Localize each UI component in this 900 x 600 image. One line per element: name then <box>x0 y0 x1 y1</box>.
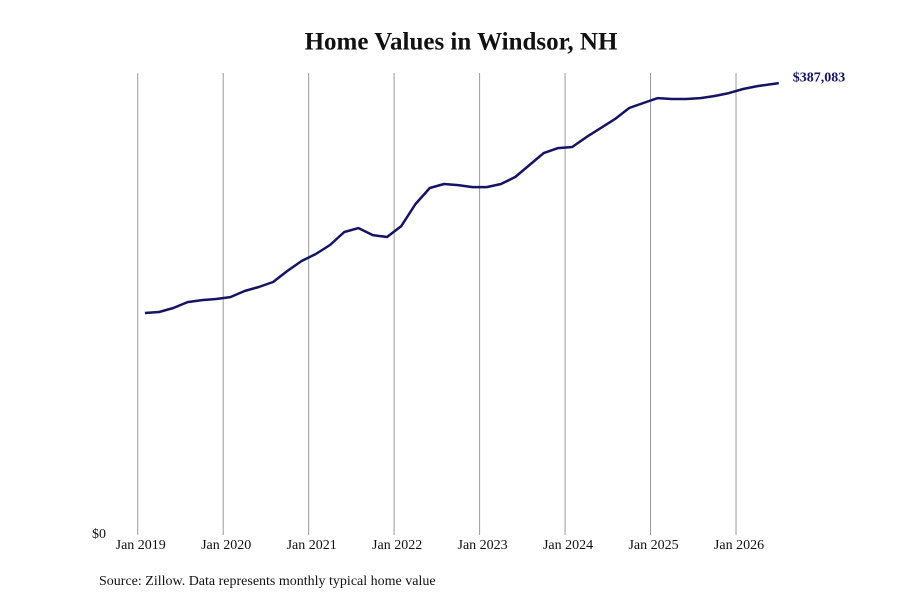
x-tick-label: Jan 2019 <box>116 538 166 553</box>
end-value-label: $387,083 <box>793 70 846 85</box>
x-tick-label: Jan 2020 <box>201 538 251 553</box>
y-tick-label: $0 <box>92 527 106 542</box>
chart-title: Home Values in Windsor, NH <box>305 29 618 56</box>
line-series <box>144 81 779 315</box>
x-tick-label: Jan 2024 <box>543 538 593 553</box>
x-tick-label: Jan 2023 <box>458 538 508 553</box>
source-note: Source: Zillow. Data represents monthly … <box>99 574 436 589</box>
x-tick-label: Jan 2022 <box>372 538 422 553</box>
x-tick-label: Jan 2021 <box>287 538 337 553</box>
x-tick-label: Jan 2025 <box>628 538 678 553</box>
x-tick-label: Jan 2026 <box>714 538 764 553</box>
